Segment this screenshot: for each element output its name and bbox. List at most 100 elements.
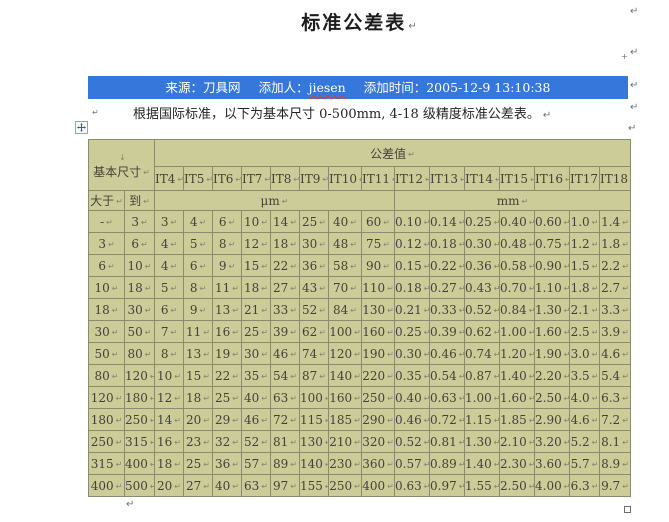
table-cell: 230 ↵ <box>328 452 362 475</box>
table-cell: 0.25↵ <box>464 210 500 233</box>
table-cell: 6 ↵ <box>88 254 125 277</box>
table-cell: 27 ↵ <box>270 276 300 299</box>
table-cell: 50 ↵ <box>88 342 125 365</box>
table-cell: 250↵ <box>328 474 362 497</box>
col-header-it8: IT8 ↵ <box>270 166 300 191</box>
table-cell: 400↵ <box>88 474 125 497</box>
table-cell: 180↵ <box>88 408 125 431</box>
table-cell: 4 ↵ <box>154 232 184 255</box>
table-cell: 10 ↵ <box>124 254 155 277</box>
table-cell: 4.6 ↵ <box>598 342 632 365</box>
col-header-it6: IT6 ↵ <box>212 166 242 191</box>
page-title: 标准公差表 ↵ <box>88 8 630 35</box>
table-row: 120↵180↵12↵18↵25↵40↵63↵100↵160↵250↵0.40↵… <box>88 386 632 409</box>
table-cell: 3.20↵ <box>534 430 570 453</box>
table-cell: 0.81↵ <box>429 430 465 453</box>
paragraph-mark-icon: ↵ <box>126 499 135 510</box>
table-cell: 0.57↵ <box>394 452 430 475</box>
table-cell: 5.2 ↵ <box>569 430 600 453</box>
table-cell: 1.20↵ <box>499 342 535 365</box>
table-cell: 1.30↵ <box>464 430 500 453</box>
table-cell: 190 ↵ <box>361 342 395 365</box>
table-cell: 36 ↵ <box>299 254 329 277</box>
table-cell: 72 ↵ <box>270 408 300 431</box>
table-cell: 8 ↵ <box>154 342 184 365</box>
table-cell: 120↵ <box>88 386 125 409</box>
table-cell: 185 ↵ <box>328 408 362 431</box>
table-cell: 220 ↵ <box>361 364 395 387</box>
table-cell: 81 ↵ <box>270 430 300 453</box>
row-header-over: 大于 ↵ <box>88 190 125 211</box>
table-cell: 9.7 ↵ <box>598 474 632 497</box>
col-header-it10: IT10↵ <box>328 166 362 191</box>
table-cell: 4.0 ↵ <box>569 386 600 409</box>
table-cell: 46 ↵ <box>241 408 271 431</box>
table-cell: 320 ↵ <box>361 430 395 453</box>
table-row: 6↵10↵4↵6↵9↵15↵22↵36↵58↵90↵0.15↵0.22↵0.36… <box>88 254 632 277</box>
table-cell: 4.6 ↵ <box>569 408 600 431</box>
table-cell: 25 ↵ <box>299 210 329 233</box>
corner-header-basic-size: ↓ 基本尺寸 ↵ <box>88 139 155 191</box>
table-cell: 74 ↵ <box>299 342 329 365</box>
table-cell: 3.60↵ <box>534 452 570 475</box>
table-cell: 25 ↵ <box>241 320 271 343</box>
table-cell: 33 ↵ <box>270 298 300 321</box>
table-cell: 0.22↵ <box>429 254 465 277</box>
table-move-handle[interactable] <box>75 121 88 134</box>
table-cell: 19 ↵ <box>212 342 242 365</box>
table-cell: 84 ↵ <box>328 298 362 321</box>
table-container: ↓基本尺寸↵公差值↵IT4↵IT5↵IT6↵IT7↵IT8↵IT9↵IT10↵I… <box>88 139 632 497</box>
table-cell: 87 ↵ <box>299 364 329 387</box>
table-cell: 43 ↵ <box>299 276 329 299</box>
table-cell: 3.9 ↵ <box>598 320 632 343</box>
table-cell: 18 ↵ <box>270 232 300 255</box>
table-cell: 1.00↵ <box>464 386 500 409</box>
table-cell: 50 ↵ <box>124 320 155 343</box>
col-header-it12: IT12↵ <box>394 166 430 191</box>
table-cell: 18 ↵ <box>241 276 271 299</box>
table-cell: 250↵ <box>361 386 395 409</box>
page-title-text: 标准公差表 <box>301 12 407 34</box>
table-resize-handle[interactable] <box>624 506 631 513</box>
table-cell: 0.35↵ <box>394 364 430 387</box>
intro-paragraph: 根据国际标准，以下为基本尺寸 0-500mm, 4-18 级精度标准公差表。 ↵ <box>133 103 551 122</box>
table-cell: 30 ↵ <box>299 232 329 255</box>
table-cell: 11 ↵ <box>183 320 213 343</box>
table-cell: 75 ↵ <box>361 232 395 255</box>
move-cross-icon <box>77 123 86 132</box>
table-cell: 40 ↵ <box>328 210 362 233</box>
table-cell: 160 ↵ <box>328 386 362 409</box>
table-cell: 16 ↵ <box>154 430 184 453</box>
table-row: 18↵30↵6↵9↵13↵21↵33↵52↵84↵130↵0.21↵0.33↵0… <box>88 298 632 321</box>
table-cell: 100↵ <box>299 386 329 409</box>
table-cell: 9 ↵ <box>183 298 213 321</box>
table-cell: 18 ↵ <box>183 386 213 409</box>
table-cell: 0.40↵ <box>499 210 535 233</box>
table-row: 10↵18↵5↵8↵11↵18↵27↵43↵70↵110↵0.18↵0.27↵0… <box>88 276 632 299</box>
table-header-row: ↓ 基本尺寸 ↵ 公差值 ↵ <box>88 139 632 191</box>
table-cell: 0.63↵ <box>394 474 430 497</box>
table-cell: 36 ↵ <box>212 452 242 475</box>
table-row: 50↵80↵8↵13↵19↵30↵46↵74↵120↵190↵0.30↵0.46… <box>88 342 632 365</box>
table-cell: 80 ↵ <box>124 342 155 365</box>
table-cell: 15 ↵ <box>183 364 213 387</box>
table-cell: 5.7 ↵ <box>569 452 600 475</box>
table-cell: 115↵ <box>299 408 329 431</box>
table-cell: 10 ↵ <box>154 364 184 387</box>
table-cell: 0.15↵ <box>394 254 430 277</box>
table-cell: 315↵ <box>88 452 125 475</box>
table-cell: 0.25↵ <box>394 320 430 343</box>
col-header-it7: IT7 ↵ <box>241 166 271 191</box>
table-cell: 130↵ <box>361 298 395 321</box>
table-cell: 0.97↵ <box>429 474 465 497</box>
table-cell: 8 ↵ <box>183 276 213 299</box>
table-cell: 5.4 ↵ <box>598 364 632 387</box>
table-cell: 155↵ <box>299 474 329 497</box>
table-cell: 0.62↵ <box>464 320 500 343</box>
table-cell: 30 ↵ <box>241 342 271 365</box>
table-row: 80↵120↵10↵15↵22↵35↵54↵87↵140↵220↵0.35↵0.… <box>88 364 632 387</box>
table-cell: 14 ↵ <box>154 408 184 431</box>
table-cell: 0.27↵ <box>429 276 465 299</box>
table-cell: 0.72↵ <box>429 408 465 431</box>
table-cell: 160 ↵ <box>361 320 395 343</box>
